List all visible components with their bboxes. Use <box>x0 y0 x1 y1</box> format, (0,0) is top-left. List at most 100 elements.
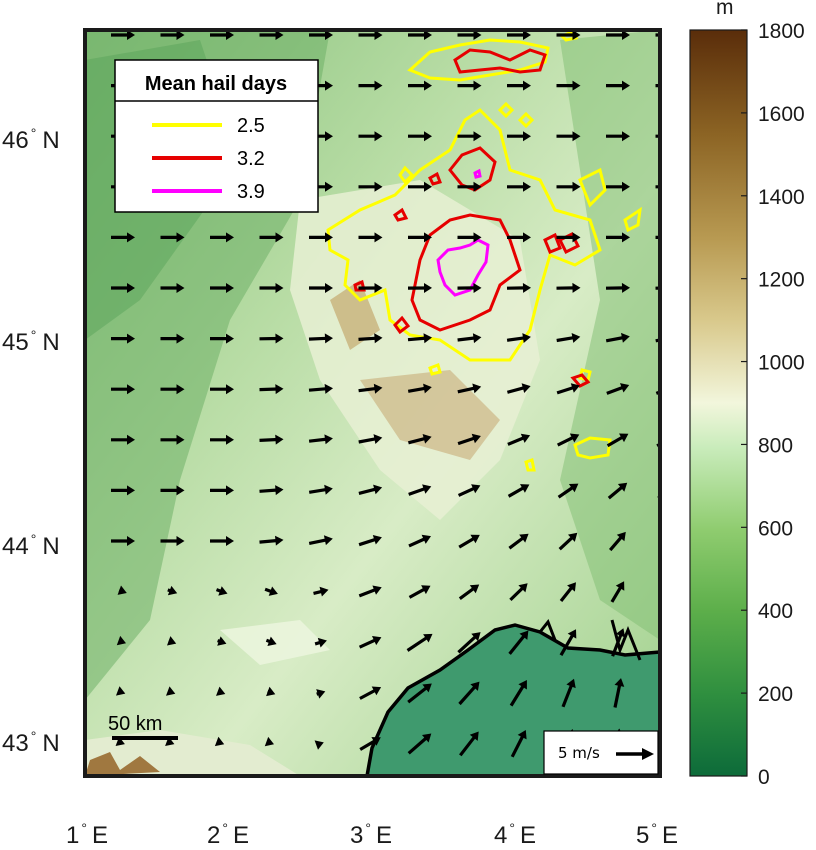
wind-vector-head <box>325 283 333 293</box>
wind-vector-head <box>672 81 680 91</box>
wind-vector-head <box>372 535 382 545</box>
lon-label-degrees: 1 <box>66 822 79 849</box>
wind-vector-head <box>622 181 630 192</box>
svg-text:46°N: 46 ° N <box>2 125 60 154</box>
wind-vector-head <box>570 383 580 393</box>
wind-vector-shaft <box>457 436 476 446</box>
wind-vector-head <box>522 333 531 343</box>
wind-vector-head <box>226 485 234 496</box>
wind-vector-shaft <box>509 586 525 602</box>
wind-vector-head <box>517 730 527 740</box>
wind-vector-head <box>372 585 382 595</box>
wind-vector-head <box>216 686 226 696</box>
wind-vector-head <box>116 635 126 646</box>
wind-vector-head <box>424 30 432 40</box>
wind-vector-shaft <box>308 538 328 545</box>
wind-vector-shaft <box>259 538 278 544</box>
lat-label-degrees: 45 <box>2 329 29 356</box>
svg-text:5°E: 5 ° E <box>636 820 678 849</box>
wind-vector-shaft <box>406 635 429 652</box>
lon-label-hemisphere: E <box>520 822 536 849</box>
wind-vector-shaft <box>407 736 428 755</box>
wind-vector-head <box>275 485 284 496</box>
wind-vector-head <box>424 80 432 91</box>
wind-vector-head <box>523 131 531 142</box>
wind-vector-head <box>473 80 482 91</box>
colorbar-tick-label: 0 <box>758 766 770 789</box>
wind-vector-head <box>518 583 528 593</box>
wind-vector-head <box>615 581 625 591</box>
lon-label-degrees: 2 <box>207 822 220 849</box>
wind-vector-head <box>127 333 135 344</box>
wind-vector-head <box>619 433 629 443</box>
wind-vector-head <box>521 383 531 393</box>
wind-vector-shaft <box>557 485 575 499</box>
wind-vector-shaft <box>665 684 670 708</box>
wind-vector-head <box>116 686 126 696</box>
wind-vector-head <box>621 282 630 293</box>
wind-vector-shaft <box>556 435 575 447</box>
wind-vector-shaft <box>308 487 328 494</box>
wind-vector-head <box>115 736 125 746</box>
wind-vector-head <box>671 333 680 343</box>
wind-vector-shaft <box>662 634 671 656</box>
wind-vector-shaft <box>407 386 427 393</box>
wind-vector-head <box>672 232 680 242</box>
wind-vector-head <box>473 181 482 192</box>
wind-vector-head <box>422 683 432 693</box>
wind-vector-head <box>371 737 381 746</box>
wind-vector-head <box>471 433 481 444</box>
wind-vector-head <box>614 678 625 687</box>
wind-vector-shaft <box>559 585 574 602</box>
wind-vector-head <box>522 283 531 293</box>
wind-vector-head <box>127 232 135 243</box>
wind-vector-head <box>567 629 577 639</box>
wind-vector-head <box>324 484 333 495</box>
wind-vector-shaft <box>556 385 575 395</box>
wind-vector-head <box>325 131 333 142</box>
wind-vector-head <box>422 733 432 743</box>
wind-vector-head <box>275 384 284 395</box>
svg-text:4°E: 4 ° E <box>494 820 536 849</box>
wind-vector-head <box>127 434 135 445</box>
wind-vector-head <box>472 383 482 394</box>
longitude-labels: 1 ° E 2 ° E 3 ° E 4 ° E 5 ° E <box>66 820 678 849</box>
wind-vector-head <box>664 678 674 687</box>
colorbar-tick-label: 600 <box>758 517 793 540</box>
wind-vector-head <box>127 384 135 395</box>
wind-vector-head <box>374 30 383 40</box>
wind-vector-head <box>127 485 135 496</box>
reference-vector-arrowhead <box>642 748 654 760</box>
wind-vector-shaft <box>358 437 377 444</box>
wind-vector-head <box>264 736 274 747</box>
wind-vector-shaft <box>507 486 525 498</box>
lon-label-hemisphere: E <box>233 822 249 849</box>
wind-vector-head <box>668 434 678 443</box>
wind-vector-head <box>469 731 479 741</box>
wind-vector-head <box>316 689 326 699</box>
wind-vector-shaft <box>457 336 476 342</box>
wind-vector-head <box>469 584 480 594</box>
wind-vector-shaft <box>506 336 526 342</box>
legend-box <box>114 59 319 213</box>
wind-vector-shaft <box>561 683 574 708</box>
wind-vector-shaft <box>509 684 526 707</box>
wind-vector-head <box>616 531 626 542</box>
colorbar-frame <box>689 29 748 777</box>
wind-vector-shaft <box>259 437 278 442</box>
wind-vector-head <box>422 484 432 494</box>
wind-vector-shaft <box>508 634 526 655</box>
wind-vector-head <box>424 232 432 243</box>
lon-label-hemisphere: E <box>92 822 108 849</box>
coastline <box>365 623 660 776</box>
colorbar-tick-label: 1000 <box>758 352 805 375</box>
wind-vector-head <box>472 333 482 344</box>
wind-vector-head <box>325 181 333 192</box>
legend-title: Mean hail days <box>145 73 287 95</box>
wind-vector-head <box>323 535 333 546</box>
wind-vector-head <box>572 131 581 142</box>
wind-vector-head <box>372 636 382 646</box>
wind-vector-head <box>670 383 679 392</box>
wind-vector-head <box>572 232 581 243</box>
wind-vector-shaft <box>359 688 377 700</box>
